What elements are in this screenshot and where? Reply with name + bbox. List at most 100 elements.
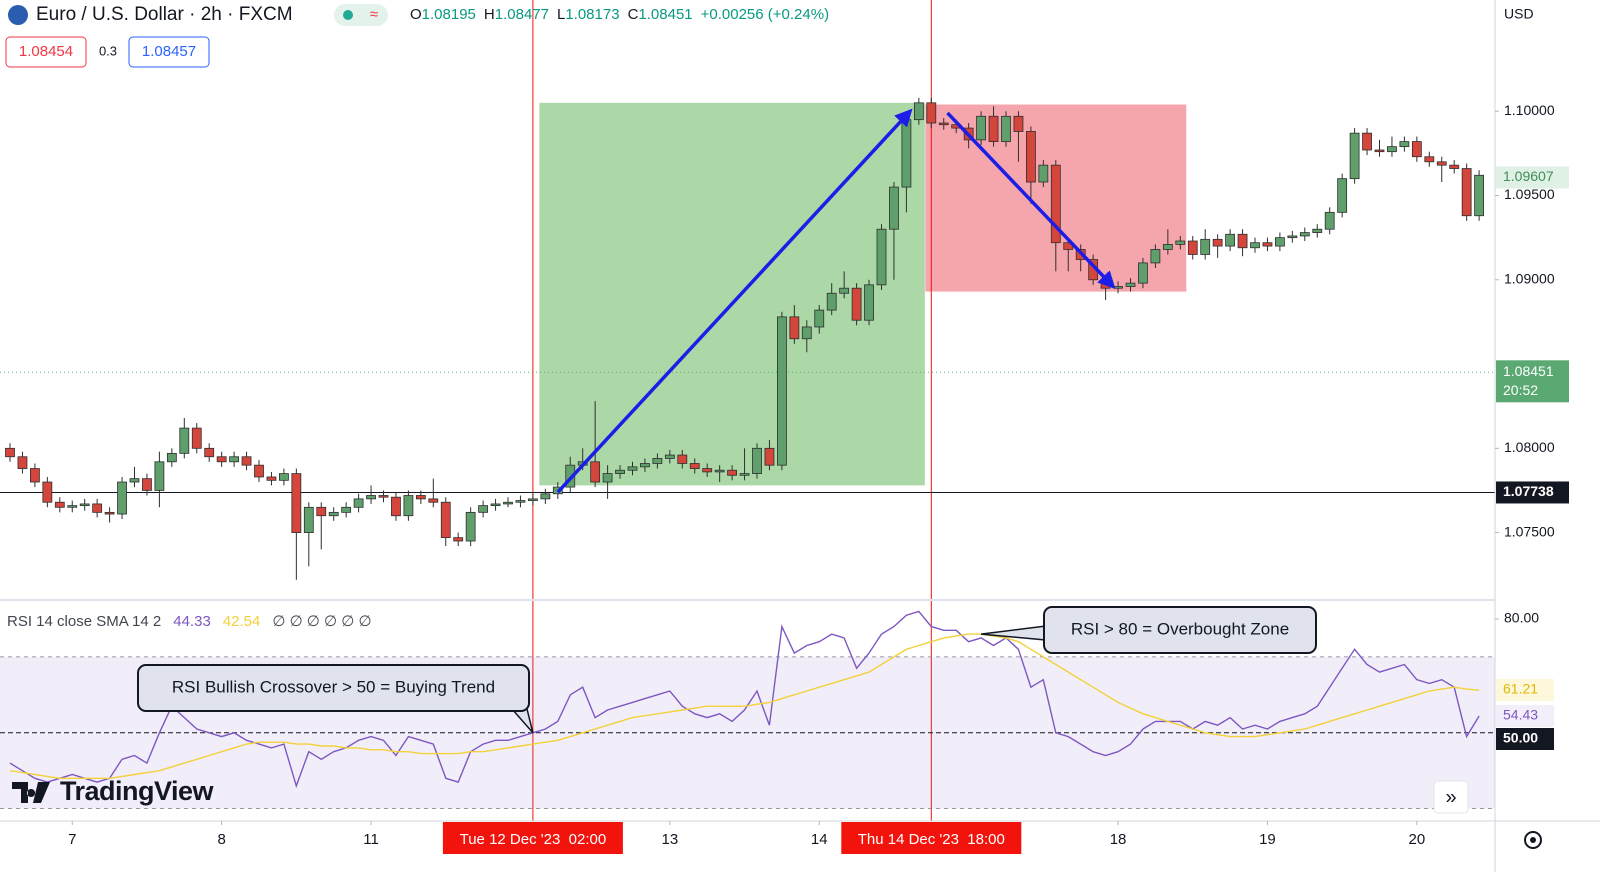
- candle-body: [1237, 233, 1248, 249]
- candle-body: [602, 473, 613, 483]
- candle-body: [938, 122, 949, 126]
- price-marker: 1.09607: [1503, 168, 1554, 184]
- callout-text: RSI Bullish Crossover > 50 = Buying Tren…: [172, 677, 495, 696]
- spread: 0.3: [99, 43, 117, 58]
- candle-body: [540, 493, 551, 500]
- candle-body: [1275, 237, 1285, 247]
- scroll-button[interactable]: [1433, 780, 1469, 814]
- candle-body: [17, 456, 28, 469]
- candle-body: [328, 511, 339, 517]
- candle-body: [254, 464, 264, 478]
- midline-badge-bg: [1496, 728, 1554, 750]
- candle-body: [1001, 115, 1011, 142]
- price-line-bg: [1496, 481, 1569, 504]
- ohlc-change: +0.00256 (+0.24%): [701, 6, 829, 23]
- candle-body: [453, 537, 464, 542]
- candle-body: [1050, 164, 1061, 244]
- candle-body: [727, 469, 737, 476]
- price-line-label: 1.07738: [1503, 483, 1554, 499]
- candle-body: [702, 468, 713, 473]
- callout-box: [1043, 606, 1317, 654]
- x-tick-label: 18: [1110, 831, 1127, 848]
- candle-body: [117, 481, 127, 515]
- bid-box[interactable]: [5, 36, 87, 68]
- currency[interactable]: USD: [1504, 6, 1534, 22]
- candle-body: [1125, 282, 1136, 287]
- candle-body: [378, 495, 389, 498]
- y-tick-label: 1.09000: [1504, 270, 1555, 286]
- candle-body: [179, 427, 190, 454]
- midline-badge: 50.00: [1503, 730, 1538, 746]
- ohlc-label: L: [557, 6, 565, 23]
- ohlc-label: H: [484, 6, 495, 23]
- candle-body: [54, 501, 65, 508]
- candle-body: [627, 466, 638, 471]
- candle-body: [1461, 168, 1472, 217]
- callout-text: RSI > 80 = Overbought Zone: [1071, 619, 1289, 638]
- candle-body: [826, 292, 837, 311]
- settings-icon-center[interactable]: [1530, 837, 1536, 843]
- candle-body: [1474, 174, 1484, 217]
- candle-body: [353, 498, 364, 508]
- scroll-icon[interactable]: »: [1445, 786, 1456, 808]
- candle-body: [1225, 233, 1235, 247]
- trend-arrow: [946, 111, 1116, 290]
- candle-body: [851, 287, 862, 321]
- candle-body: [104, 511, 115, 515]
- symbol-icon: [8, 5, 28, 25]
- candle-body: [1038, 164, 1049, 183]
- series-badge-bg: [1496, 679, 1554, 701]
- time-highlight-bg: [442, 822, 623, 854]
- candle-body: [1362, 132, 1372, 151]
- candle-body: [913, 102, 924, 121]
- candle-body: [777, 316, 787, 466]
- candle-body: [29, 468, 40, 483]
- candle-body: [5, 447, 15, 458]
- candle-body: [876, 228, 887, 286]
- candle-body: [1113, 286, 1123, 289]
- time-highlight-label: Tue 12 Dec '23 02:00: [460, 831, 607, 848]
- series-badge: 61.21: [1503, 681, 1538, 697]
- y-tick-label: 1.07500: [1504, 523, 1555, 539]
- candle-body: [1337, 178, 1348, 213]
- candle-body: [864, 284, 874, 321]
- candle-body: [303, 506, 314, 533]
- candle-body: [839, 287, 850, 294]
- candle-body: [1411, 141, 1422, 158]
- candle-body: [1150, 249, 1161, 264]
- rsi-legend-value: 42.54: [223, 613, 261, 630]
- candle-body: [590, 461, 601, 483]
- x-tick-label: 8: [217, 831, 225, 848]
- candle-body: [204, 447, 215, 458]
- candle-body: [92, 503, 103, 513]
- rsi-legend-extra: ∅ ∅ ∅ ∅ ∅ ∅: [272, 613, 371, 630]
- ohlc-label: C: [628, 6, 639, 23]
- candle-body: [1349, 132, 1360, 180]
- candle-body: [1212, 238, 1223, 247]
- series-badge: 54.43: [1503, 707, 1538, 723]
- rsi-legend-title: RSI 14 close SMA 14 2: [7, 613, 161, 630]
- candle-body: [503, 501, 513, 505]
- ohlc-label: O: [410, 6, 422, 23]
- candle-body: [1312, 228, 1323, 233]
- logo-text: TradingView: [60, 776, 215, 806]
- ask-box[interactable]: [128, 36, 210, 68]
- candle-body: [166, 452, 177, 463]
- ohlc-legend: O1.08195 H1.08477 L1.08173 C1.08451 +0.00256…: [410, 6, 829, 23]
- logo-icon: [12, 782, 50, 803]
- candle-body: [1374, 149, 1385, 153]
- settings-icon[interactable]: [1524, 831, 1542, 849]
- symbol-title: Euro / U.S. Dollar · 2h · FXCM: [36, 4, 293, 25]
- candle-body: [341, 506, 352, 513]
- x-tick-label: 20: [1409, 831, 1426, 848]
- candle-body: [216, 456, 227, 463]
- candle-body: [764, 447, 775, 466]
- candle-body: [1399, 141, 1410, 148]
- candle-body: [79, 503, 90, 507]
- candle-body: [465, 511, 476, 542]
- candle-body: [403, 495, 414, 517]
- candle-body: [528, 498, 538, 501]
- bid: 1.08454: [19, 43, 73, 60]
